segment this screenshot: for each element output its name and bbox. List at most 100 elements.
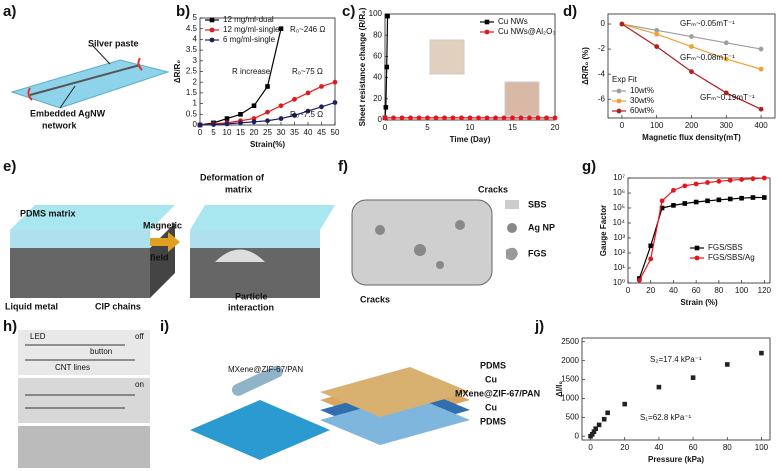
matrix-top: [190, 205, 335, 230]
annotation: GFₘ~0.05mT⁻¹: [680, 19, 735, 28]
legend-label: 12 mg/ml-single: [223, 25, 280, 34]
marker: [518, 115, 524, 121]
marker: [656, 384, 662, 390]
marker: [510, 115, 515, 121]
marker: [716, 197, 722, 203]
marker: [292, 112, 297, 118]
panel-label: c): [342, 3, 355, 20]
label: Cu: [485, 402, 497, 412]
legend-label: 30wt%: [630, 96, 654, 105]
marker: [209, 27, 215, 33]
x-tick-label: 0: [588, 443, 593, 452]
x-axis-label: Strain(%): [250, 140, 285, 149]
panel-h: h) LED button off CNT lines on: [3, 318, 150, 468]
plot-frame: [581, 337, 771, 441]
marker: [724, 362, 730, 367]
particle: [375, 225, 385, 235]
x-tick-label: 10: [466, 123, 475, 132]
marker: [693, 199, 699, 205]
legend-key: [506, 247, 518, 261]
x-tick-label: 20: [646, 286, 655, 295]
marker: [693, 181, 699, 187]
marker: [622, 401, 628, 407]
legend-label: FGS/SBS: [708, 243, 743, 252]
y-axis-label: Sheet resistance change (R/R₀): [358, 7, 367, 126]
y-tick-label: 10⁵: [613, 203, 625, 212]
y-tick-label: 0.5: [186, 109, 198, 118]
legend-label: 12 mg/ml-dual: [223, 15, 274, 24]
arrow: [150, 232, 180, 252]
panel-label: h): [3, 318, 17, 335]
marker: [654, 27, 660, 33]
panel-label: a): [3, 3, 16, 20]
label: MXene@ZIF-67/PAN: [455, 388, 540, 398]
marker: [758, 106, 764, 112]
label: CNT lines: [55, 363, 90, 372]
label: on: [135, 380, 144, 389]
x-tick-label: 80: [723, 443, 732, 452]
x-tick-label: 100: [755, 443, 769, 452]
plot-frame: [627, 177, 771, 284]
marker: [425, 115, 430, 121]
marker: [616, 108, 622, 114]
marker: [659, 198, 665, 204]
x-tick-label: 60: [692, 286, 701, 295]
layer-pdms: [320, 367, 470, 417]
marker: [211, 122, 216, 127]
marker: [727, 177, 733, 183]
marker: [723, 56, 729, 62]
marker: [636, 277, 642, 283]
x-axis-label: Strain (%): [680, 298, 718, 307]
x-tick-label: 0: [383, 123, 388, 132]
marker: [527, 115, 532, 121]
marker: [459, 115, 464, 121]
marker: [723, 40, 729, 46]
marker: [501, 115, 507, 121]
panel-f: f) Cracks SBS Ag NP FGS Cracks: [338, 158, 555, 304]
panel-label: j): [534, 318, 544, 335]
x-tick-label: 40: [304, 128, 313, 137]
legend-label: 10wt%: [630, 86, 654, 95]
marker: [705, 180, 710, 185]
marker: [278, 116, 284, 121]
y-tick-label: -6: [598, 94, 606, 103]
x-tick-label: 30: [277, 128, 286, 137]
label: Ag NP: [528, 222, 555, 232]
marker: [689, 44, 694, 49]
panel-label: i): [160, 318, 169, 335]
marker: [761, 175, 767, 181]
legend-header: Exp: [612, 75, 626, 84]
panel-label: e): [3, 158, 16, 175]
series-line: [638, 177, 765, 281]
legend-label: Cu NWs@Al₂O₃: [498, 27, 556, 36]
x-tick-label: 60: [689, 443, 698, 452]
y-tick-label: 1500: [561, 375, 579, 384]
y-tick-label: 10³: [613, 233, 625, 242]
marker: [591, 429, 597, 434]
series-line: [638, 196, 765, 279]
x-tick-label: 50: [331, 128, 340, 137]
y-tick-label: 0: [193, 120, 198, 129]
y-tick-label: 10¹: [613, 263, 625, 272]
y-tick-label: 10⁶: [613, 188, 625, 197]
y-tick-label: 40: [373, 73, 382, 82]
marker: [484, 115, 490, 121]
particle: [455, 220, 465, 230]
y-tick-label: 10⁷: [613, 173, 625, 182]
legend-label: FGS/SBS/Ag: [708, 253, 755, 262]
x-tick-label: 10: [223, 128, 232, 137]
marker: [385, 13, 390, 19]
marker: [278, 26, 284, 31]
pointer: [92, 45, 111, 65]
y-tick-label: 10²: [613, 248, 625, 257]
x-tick-label: 300: [720, 121, 734, 130]
marker: [739, 177, 744, 182]
layer-pdms: [320, 395, 470, 445]
y-axis-label: Gauge Factor: [599, 205, 608, 257]
y-tick-label: 80: [373, 30, 382, 39]
marker: [750, 176, 756, 182]
marker: [224, 121, 230, 127]
marker: [716, 178, 722, 184]
marker: [305, 108, 311, 114]
